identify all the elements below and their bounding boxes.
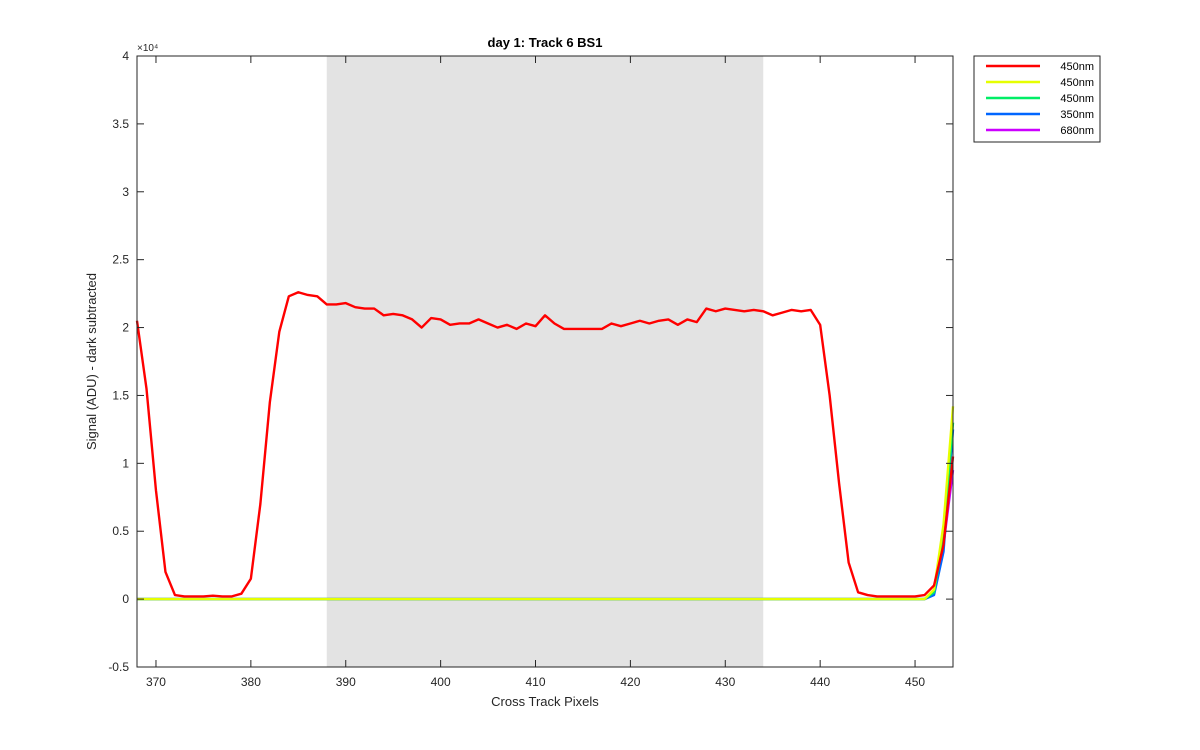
ticks-layer: 370 380 390 400 410 420 430 440 450 -0.5 0 0.5 1 1.5 2…	[108, 49, 953, 689]
y-tick-label: 1.5	[112, 388, 129, 402]
axes-box	[136, 55, 954, 668]
legend-label: 680nm	[1060, 125, 1094, 137]
x-tick-label: 370	[146, 675, 166, 689]
x-tick-label: 380	[241, 675, 261, 689]
x-tick-label: 390	[336, 675, 356, 689]
x-tick-label: 450	[905, 675, 925, 689]
x-tick-label: 400	[431, 675, 451, 689]
y-tick-label: 1	[122, 456, 129, 470]
y-tick-label: 2	[122, 321, 129, 335]
series-layer	[135, 291, 955, 601]
y-tick-label: 3.5	[112, 117, 129, 131]
legend-label: 450nm	[1060, 77, 1094, 89]
x-tick-label: 420	[620, 675, 640, 689]
legend-label: 450nm	[1060, 61, 1094, 73]
chart-title: day 1: Track 6 BS1	[488, 35, 603, 50]
series-line-1	[135, 291, 955, 598]
x-tick-label: 430	[715, 675, 735, 689]
x-tick-label: 440	[810, 675, 830, 689]
x-tick-label: 410	[525, 675, 545, 689]
y-tick-label: 3	[122, 185, 129, 199]
highlight-region	[326, 56, 764, 667]
series-line-2	[137, 406, 955, 601]
legend-label: 350nm	[1060, 109, 1094, 121]
legend-label: 450nm	[1060, 93, 1094, 105]
y-tick-label: 2.5	[112, 253, 129, 267]
x-axis-label: Cross Track Pixels	[491, 694, 599, 709]
y-tick-label: 0.5	[112, 524, 129, 538]
y-axis-label: Signal (ADU) - dark subtracted	[84, 273, 99, 450]
y-exponent-label: ×10⁴	[137, 43, 158, 54]
legend: 450nm 450nm 450nm 350nm 680nm	[973, 55, 1101, 143]
y-tick-label: -0.5	[108, 660, 129, 674]
y-tick-label: 0	[122, 592, 129, 606]
y-tick-label: 4	[122, 49, 129, 63]
